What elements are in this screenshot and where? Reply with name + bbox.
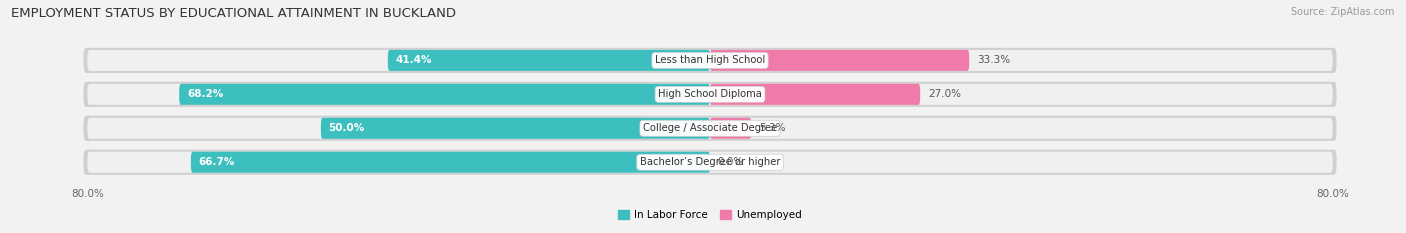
- FancyBboxPatch shape: [83, 48, 1337, 73]
- Text: High School Diploma: High School Diploma: [658, 89, 762, 99]
- FancyBboxPatch shape: [83, 82, 1337, 107]
- FancyBboxPatch shape: [87, 118, 1333, 139]
- FancyBboxPatch shape: [87, 50, 1333, 71]
- Text: Bachelor’s Degree or higher: Bachelor’s Degree or higher: [640, 157, 780, 167]
- Text: 68.2%: 68.2%: [187, 89, 224, 99]
- FancyBboxPatch shape: [321, 118, 710, 139]
- FancyBboxPatch shape: [87, 84, 1333, 105]
- Text: 41.4%: 41.4%: [395, 55, 432, 65]
- Text: College / Associate Degree: College / Associate Degree: [643, 123, 778, 133]
- FancyBboxPatch shape: [83, 150, 1337, 175]
- Text: Less than High School: Less than High School: [655, 55, 765, 65]
- Legend: In Labor Force, Unemployed: In Labor Force, Unemployed: [619, 210, 801, 220]
- Text: 5.3%: 5.3%: [759, 123, 786, 133]
- Text: 0.0%: 0.0%: [718, 157, 744, 167]
- FancyBboxPatch shape: [710, 50, 969, 71]
- FancyBboxPatch shape: [87, 152, 1333, 173]
- FancyBboxPatch shape: [191, 152, 710, 173]
- FancyBboxPatch shape: [710, 118, 751, 139]
- FancyBboxPatch shape: [388, 50, 710, 71]
- FancyBboxPatch shape: [179, 84, 710, 105]
- Text: 50.0%: 50.0%: [329, 123, 366, 133]
- Text: 27.0%: 27.0%: [928, 89, 960, 99]
- Text: 80.0%: 80.0%: [70, 189, 104, 199]
- Text: 80.0%: 80.0%: [1316, 189, 1350, 199]
- Text: 33.3%: 33.3%: [977, 55, 1010, 65]
- FancyBboxPatch shape: [83, 116, 1337, 141]
- Text: 66.7%: 66.7%: [198, 157, 235, 167]
- Text: Source: ZipAtlas.com: Source: ZipAtlas.com: [1291, 7, 1395, 17]
- FancyBboxPatch shape: [710, 84, 920, 105]
- Text: EMPLOYMENT STATUS BY EDUCATIONAL ATTAINMENT IN BUCKLAND: EMPLOYMENT STATUS BY EDUCATIONAL ATTAINM…: [11, 7, 457, 20]
